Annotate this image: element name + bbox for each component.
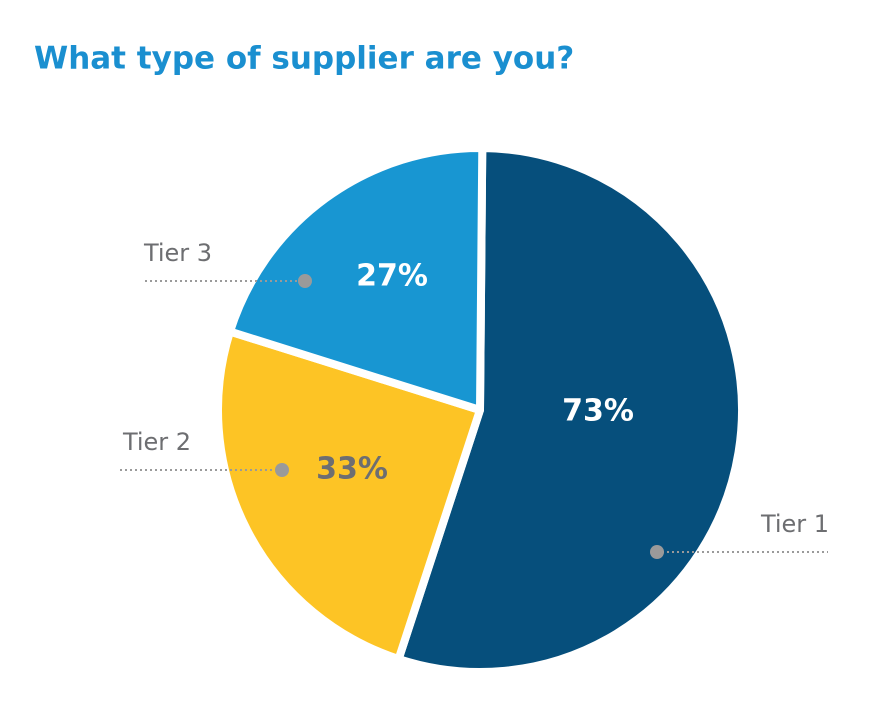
value-label: 27% [356,259,428,294]
leader-dot [275,463,289,477]
category-label: Tier 3 [143,239,212,267]
category-label: Tier 2 [122,428,191,456]
chart-title: What type of supplier are you? [34,41,574,77]
leader-dot [650,545,664,559]
pie-slice [214,327,484,664]
value-label: 33% [316,452,388,487]
pie-slice [226,144,487,414]
value-label: 73% [562,394,634,429]
leader-dot [298,274,312,288]
category-label: Tier 1 [760,510,829,538]
